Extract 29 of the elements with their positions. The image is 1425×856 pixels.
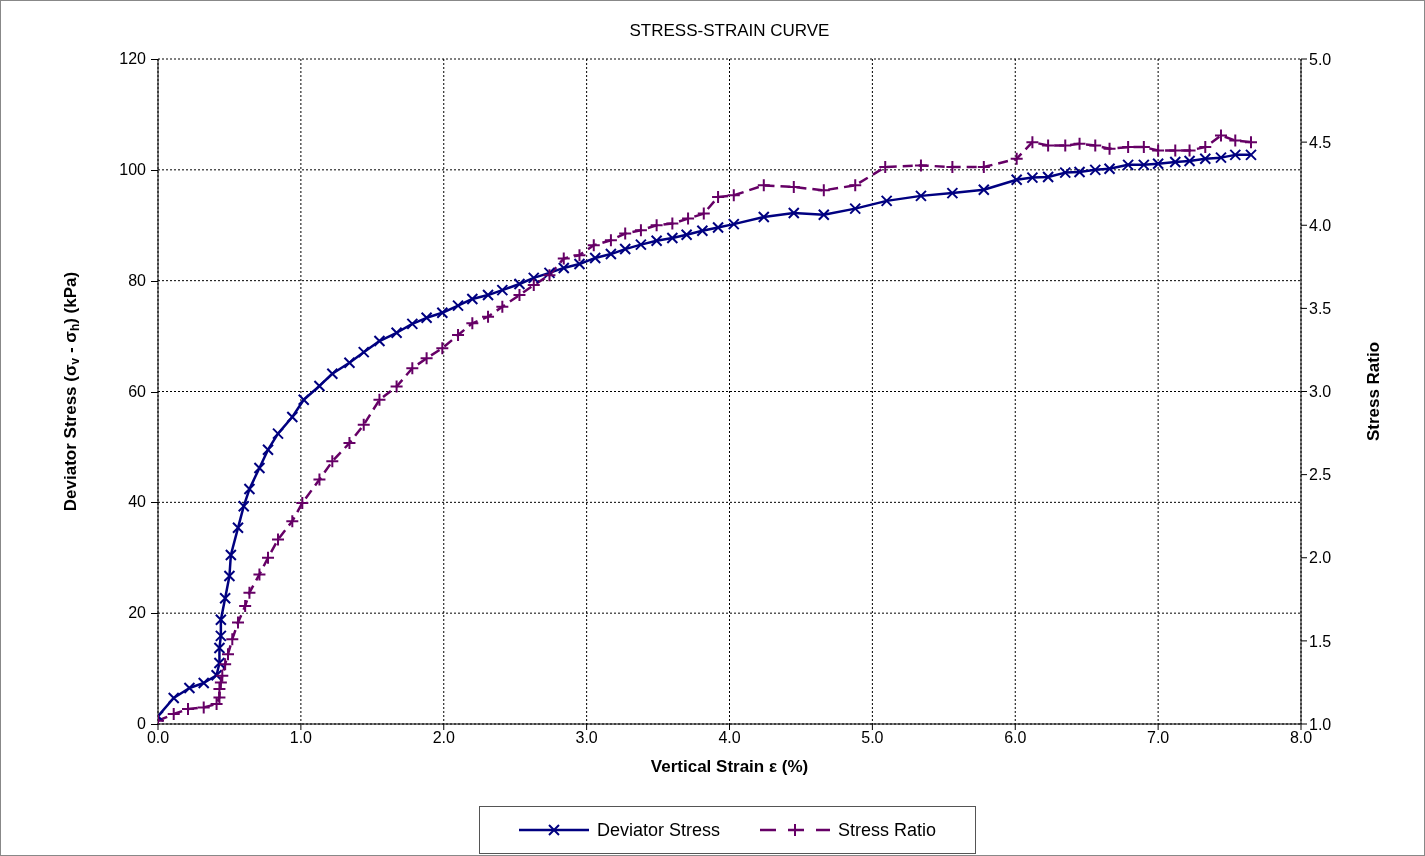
- y2-tick-label: 4.0: [1309, 216, 1332, 234]
- y-tick-label: 20: [128, 603, 146, 624]
- x-tick-label: 1.0: [289, 729, 313, 747]
- y2-tick-label: 1.5: [1309, 632, 1332, 650]
- y-tick-label: 120: [119, 49, 146, 69]
- y-tick-label: 0: [137, 714, 146, 734]
- legend-label: Deviator Stress: [596, 819, 720, 841]
- x-axis-title: Vertical Strain ε (%): [650, 757, 809, 776]
- x-tick-label: 7.0: [1147, 729, 1170, 747]
- x-tick-label: 5.0: [861, 729, 884, 747]
- y2-tick-label: 4.5: [1309, 133, 1332, 151]
- y2-tick-label: 5.0: [1309, 50, 1332, 68]
- x-tick-label: 0.0: [146, 729, 170, 747]
- x-tick-label: 8.0: [1289, 729, 1313, 747]
- x-tick-label: 3.0: [575, 729, 598, 747]
- y-tick-label: 40: [128, 492, 146, 513]
- x-tick-label: 6.0: [1004, 729, 1027, 747]
- y2-tick-label: 3.0: [1309, 383, 1332, 401]
- y-tick-label: 60: [128, 381, 146, 402]
- y-tick-label: 100: [119, 159, 146, 180]
- y-tick-label: 80: [128, 270, 146, 291]
- y2-tick-label: 2.5: [1309, 466, 1332, 484]
- x-tick-label: 4.0: [718, 729, 741, 747]
- y2-tick-label: 3.5: [1309, 300, 1332, 318]
- y2-tick-label: 2.0: [1309, 549, 1332, 567]
- x-tick-label: 2.0: [432, 729, 455, 747]
- legend-label: Stress Ratio: [838, 819, 937, 841]
- chart-title: STRESS-STRAIN CURVE: [628, 21, 831, 41]
- y2-axis-title: Stress Ratio: [1364, 341, 1383, 442]
